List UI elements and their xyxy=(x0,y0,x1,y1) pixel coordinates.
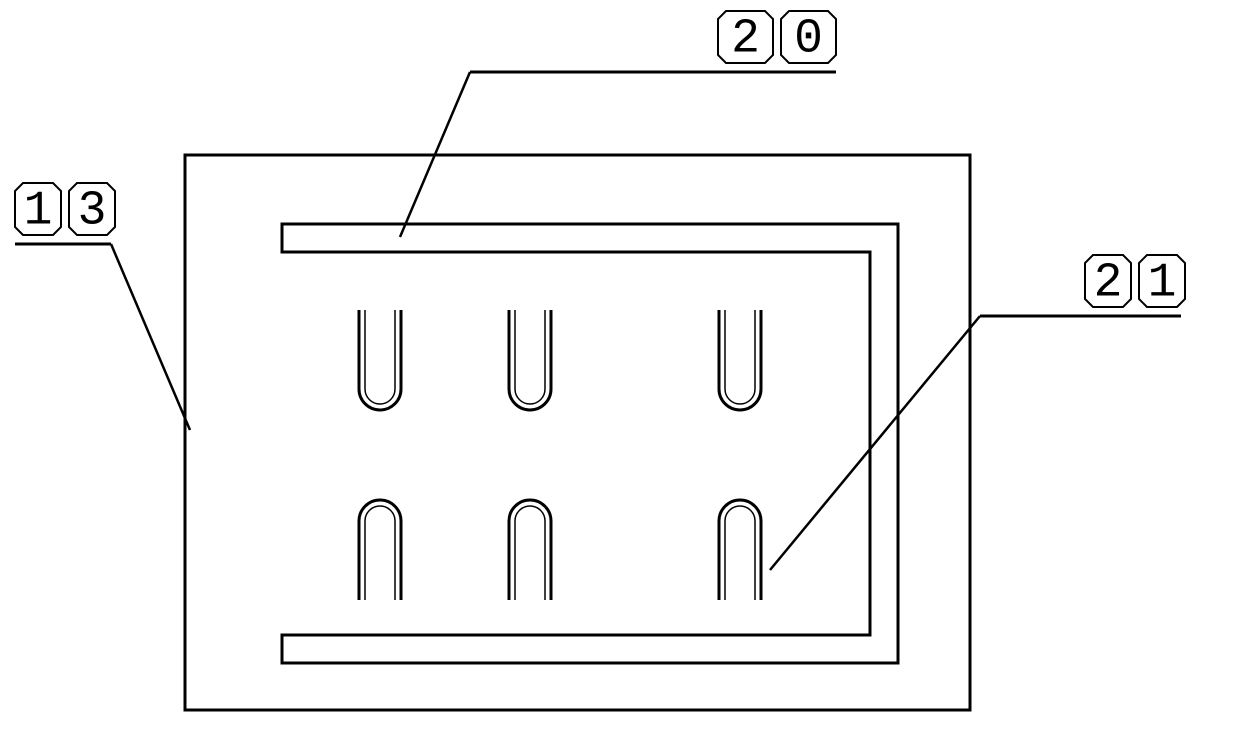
technical-diagram: 201321 xyxy=(0,0,1240,755)
label-13-digit: 3 xyxy=(78,185,107,239)
label-21-digit: 1 xyxy=(1148,257,1177,311)
label-20-digit: 0 xyxy=(794,13,823,67)
label-21-digit: 2 xyxy=(1094,257,1123,311)
label-13-digit: 1 xyxy=(24,185,53,239)
label-20-digit: 2 xyxy=(731,13,760,67)
